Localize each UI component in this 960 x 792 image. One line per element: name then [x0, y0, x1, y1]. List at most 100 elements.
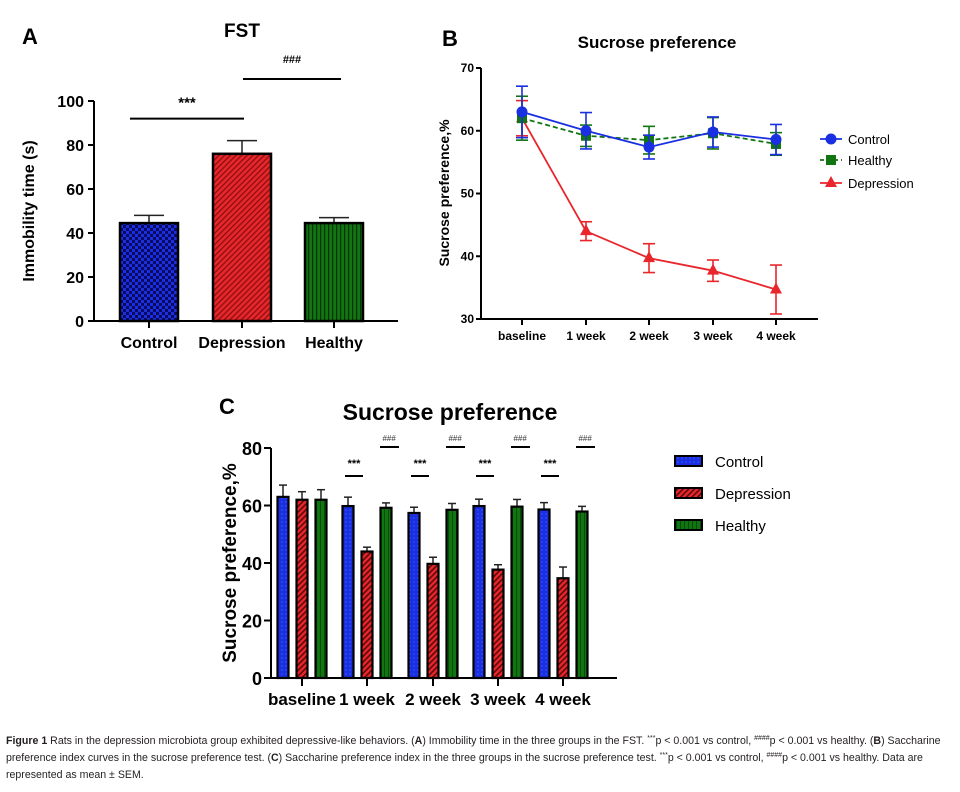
panel-a: A FST Immobility time (s) 0 20 40 60 80 100 *…	[21, 21, 398, 352]
legend-item-healthy: Healthy	[674, 518, 766, 535]
legend-marker	[826, 155, 836, 165]
y-axis-label-a: Immobility time (s)	[21, 140, 38, 281]
legend-item-control: Control	[674, 454, 763, 471]
bar-group	[537, 501, 589, 680]
y-axis-label-b: Sucrose preference,%	[436, 119, 452, 267]
y-tick-label: 30	[461, 312, 475, 326]
data-point	[516, 106, 528, 118]
legend-item-depression: Depression	[820, 176, 914, 191]
y-tick-label: 0	[75, 314, 84, 331]
x-tick-label: 2 week	[629, 329, 669, 343]
legend-item-control: Control	[820, 132, 890, 147]
y-tick-label: 80	[66, 138, 84, 155]
y-tick-label: 100	[57, 94, 84, 111]
y-tick-label: 60	[242, 497, 262, 517]
significance-hash: ###	[382, 434, 396, 443]
caption-sup: ***	[659, 752, 668, 759]
data-point	[580, 224, 592, 236]
y-tick-label: 70	[461, 61, 475, 75]
bar-depression	[360, 550, 374, 680]
x-tick-label: 1 week	[339, 690, 395, 709]
legend-label: Healthy	[848, 153, 893, 168]
bar-control	[276, 495, 290, 680]
y-tick-label: 40	[461, 249, 475, 263]
legend-label: Healthy	[715, 518, 766, 535]
legend-label: Depression	[848, 176, 914, 191]
y-tick-label: 20	[66, 270, 84, 287]
significance-stars: ***	[479, 458, 493, 470]
legend-label: Control	[715, 454, 763, 471]
caption-text: p < 0.001 vs healthy. (	[769, 735, 874, 747]
x-tick-label: Control	[121, 335, 178, 352]
bar-control	[537, 508, 551, 680]
y-tick-label: 20	[242, 612, 262, 632]
y-axis-label-c: Sucrose preference,%	[220, 463, 241, 663]
legend-swatch	[674, 455, 703, 467]
x-tick-label: 3 week	[470, 690, 526, 709]
caption-ref-c: C	[270, 752, 279, 764]
bar-healthy	[379, 506, 393, 680]
caption-text: Rats in the depression microbiota group …	[47, 735, 415, 747]
x-tick-label: 1 week	[566, 329, 606, 343]
chart-title-c: Sucrose preference	[343, 399, 558, 425]
x-tick-label: 2 week	[405, 690, 461, 709]
x-tick-label: Depression	[198, 335, 285, 352]
y-tick-label: 60	[66, 182, 84, 199]
bar-control	[407, 511, 421, 680]
x-tick-label: baseline	[498, 329, 546, 343]
caption-sup: ***	[647, 735, 656, 742]
bar-depression	[295, 498, 309, 680]
bar-control	[341, 504, 355, 680]
caption-text: ) Saccharine preference index curves in …	[6, 735, 941, 764]
y-tick-label: 80	[242, 439, 262, 459]
x-tick-label: 4 week	[756, 329, 796, 343]
chart-title-b: Sucrose preference	[578, 33, 737, 52]
significance-stars: ***	[348, 458, 362, 470]
legend-label: Depression	[715, 486, 791, 503]
bar-control	[118, 221, 180, 323]
legend-label: Control	[848, 132, 890, 147]
legend-marker	[825, 176, 837, 187]
panel-c: C Sucrose preference Sucrose preference,…	[219, 394, 791, 709]
caption-ref-a: A	[414, 735, 423, 747]
data-point	[580, 125, 592, 137]
significance-label: ***	[178, 95, 196, 112]
significance-stars: ***	[414, 458, 428, 470]
bar-depression	[556, 577, 570, 680]
y-tick-label: 40	[66, 226, 84, 243]
bar-depression	[491, 568, 505, 680]
panel-label-b: B	[442, 26, 458, 51]
data-point	[707, 126, 719, 138]
panel-label-c: C	[219, 394, 235, 419]
significance-group: *** ###	[411, 434, 465, 477]
caption-text: ) Saccharine preference index in the thr…	[278, 752, 660, 764]
y-tick-label: 60	[461, 124, 475, 138]
bar-healthy	[575, 510, 589, 680]
caption-text: p < 0.001 vs control,	[667, 752, 767, 764]
bar-healthy	[314, 498, 328, 680]
caption-text: p < 0.001 vs healthy. Data are represent…	[6, 752, 923, 781]
panel-b: B Sucrose preference Sucrose preference,…	[436, 26, 914, 343]
bar-healthy	[445, 508, 459, 680]
data-point	[707, 263, 719, 275]
series-control	[516, 85, 782, 160]
significance-group: *** ###	[345, 434, 399, 477]
x-tick-label: 4 week	[535, 690, 591, 709]
legend-swatch	[674, 519, 703, 531]
y-tick-label: 0	[252, 669, 262, 689]
y-tick-label: 40	[242, 554, 262, 574]
bar-control	[472, 504, 486, 680]
figure: A FST Immobility time (s) 0 20 40 60 80 100 *…	[21, 21, 914, 709]
legend-item-healthy: Healthy	[820, 153, 893, 168]
bar-group	[407, 502, 459, 680]
legend-swatch	[674, 487, 703, 499]
caption-label: Figure 1	[6, 735, 48, 747]
x-tick-label: 3 week	[693, 329, 733, 343]
data-point	[643, 141, 655, 153]
caption-sup: ####	[766, 752, 783, 759]
data-point	[770, 134, 782, 146]
x-tick-label: Healthy	[305, 335, 363, 352]
significance-group: *** ###	[476, 434, 530, 477]
significance-hash: ###	[513, 434, 527, 443]
chart-title-a: FST	[224, 21, 260, 42]
